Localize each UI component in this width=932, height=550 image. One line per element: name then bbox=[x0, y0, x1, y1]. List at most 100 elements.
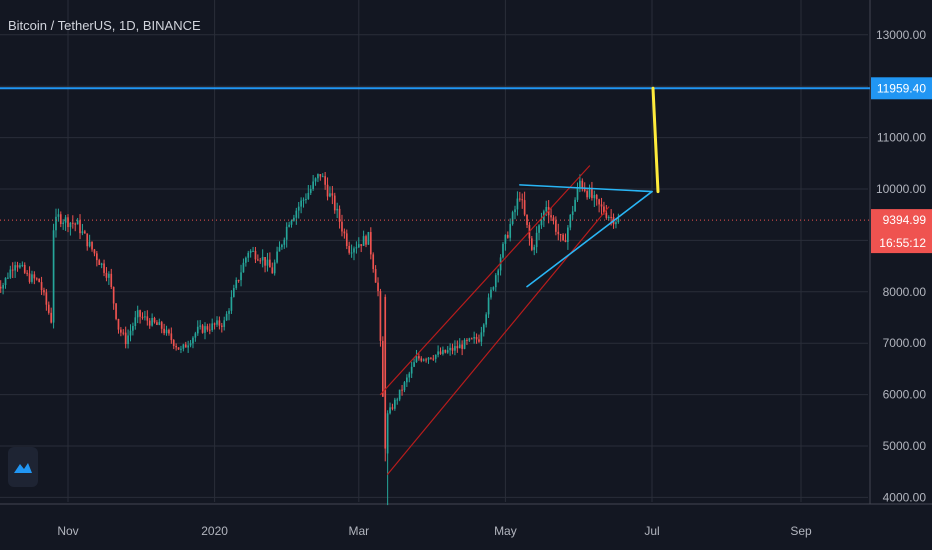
candle-body[interactable] bbox=[71, 222, 74, 224]
candle-body[interactable] bbox=[555, 220, 557, 232]
candle-body[interactable] bbox=[182, 344, 185, 349]
candle-body[interactable] bbox=[317, 174, 319, 179]
candle-body[interactable] bbox=[156, 322, 158, 325]
candle-body[interactable] bbox=[521, 199, 524, 201]
candle-body[interactable] bbox=[0, 286, 2, 289]
candle-body[interactable] bbox=[172, 340, 175, 346]
candle-body[interactable] bbox=[57, 214, 60, 217]
candle-body[interactable] bbox=[276, 251, 278, 263]
candle-body[interactable] bbox=[365, 236, 367, 245]
candle-body[interactable] bbox=[403, 382, 406, 391]
candle-body[interactable] bbox=[2, 285, 4, 289]
candle-body[interactable] bbox=[43, 290, 45, 293]
triangle-line[interactable] bbox=[519, 184, 653, 193]
candle-body[interactable] bbox=[348, 245, 351, 253]
candle-body[interactable] bbox=[127, 335, 129, 345]
candle-body[interactable] bbox=[581, 180, 584, 189]
candle-body[interactable] bbox=[55, 216, 57, 231]
candle-body[interactable] bbox=[309, 189, 312, 193]
candle-body[interactable] bbox=[518, 198, 521, 200]
candle-body[interactable] bbox=[158, 322, 161, 325]
candle-body[interactable] bbox=[516, 198, 519, 210]
candle-body[interactable] bbox=[83, 231, 86, 234]
candle-body[interactable] bbox=[105, 272, 108, 278]
candle-body[interactable] bbox=[189, 343, 192, 346]
candle-body[interactable] bbox=[381, 340, 384, 397]
candle-body[interactable] bbox=[69, 222, 72, 228]
candle-body[interactable] bbox=[372, 254, 375, 269]
trend-line[interactable] bbox=[379, 165, 591, 396]
candle-body[interactable] bbox=[466, 339, 468, 341]
candle-body[interactable] bbox=[144, 316, 146, 318]
candle-body[interactable] bbox=[184, 344, 187, 348]
candle-body[interactable] bbox=[9, 269, 12, 278]
candle-body[interactable] bbox=[497, 270, 500, 276]
candle-body[interactable] bbox=[449, 347, 451, 351]
candle-body[interactable] bbox=[326, 184, 329, 197]
candle-body[interactable] bbox=[523, 200, 526, 215]
candle-body[interactable] bbox=[271, 267, 274, 274]
candle-body[interactable] bbox=[427, 357, 430, 360]
candle-body[interactable] bbox=[598, 199, 600, 205]
candle-body[interactable] bbox=[394, 399, 396, 409]
candle-body[interactable] bbox=[331, 193, 334, 196]
candle-body[interactable] bbox=[314, 178, 317, 182]
candle-body[interactable] bbox=[538, 225, 540, 233]
candle-body[interactable] bbox=[62, 222, 65, 225]
candle-body[interactable] bbox=[478, 339, 480, 342]
candle-body[interactable] bbox=[362, 236, 365, 246]
candle-body[interactable] bbox=[300, 200, 302, 207]
candle-body[interactable] bbox=[559, 234, 562, 236]
candle-body[interactable] bbox=[23, 264, 26, 273]
candle-body[interactable] bbox=[21, 264, 24, 266]
candle-body[interactable] bbox=[413, 362, 415, 367]
candle-body[interactable] bbox=[134, 317, 137, 327]
candle-body[interactable] bbox=[252, 250, 254, 252]
candle-body[interactable] bbox=[228, 310, 230, 314]
candle-body[interactable] bbox=[108, 273, 110, 278]
candle-body[interactable] bbox=[230, 296, 233, 311]
candle-body[interactable] bbox=[79, 220, 81, 234]
candle-body[interactable] bbox=[319, 174, 322, 177]
triangle-line[interactable] bbox=[526, 190, 653, 288]
candle-body[interactable] bbox=[432, 358, 435, 360]
candle-body[interactable] bbox=[591, 188, 593, 199]
candle-body[interactable] bbox=[321, 176, 324, 178]
candle-body[interactable] bbox=[223, 320, 226, 327]
candle-body[interactable] bbox=[95, 253, 98, 261]
candle-body[interactable] bbox=[136, 310, 139, 318]
candle-body[interactable] bbox=[473, 336, 475, 339]
candle-body[interactable] bbox=[76, 220, 79, 225]
candle-body[interactable] bbox=[312, 181, 314, 190]
candle-body[interactable] bbox=[617, 218, 620, 223]
candle-body[interactable] bbox=[139, 310, 141, 317]
candle-body[interactable] bbox=[557, 231, 560, 235]
candle-body[interactable] bbox=[26, 272, 28, 274]
candle-body[interactable] bbox=[31, 274, 33, 282]
candle-body[interactable] bbox=[4, 277, 7, 286]
candle-body[interactable] bbox=[225, 313, 228, 321]
candle-body[interactable] bbox=[206, 326, 209, 330]
candle-body[interactable] bbox=[552, 217, 555, 221]
candle-body[interactable] bbox=[480, 332, 483, 342]
candle-body[interactable] bbox=[586, 191, 588, 198]
candle-body[interactable] bbox=[283, 239, 286, 245]
candle-body[interactable] bbox=[245, 257, 247, 263]
candle-body[interactable] bbox=[112, 286, 115, 304]
candle-body[interactable] bbox=[487, 297, 490, 315]
candle-body[interactable] bbox=[567, 227, 569, 243]
candle-body[interactable] bbox=[379, 291, 382, 341]
candle-body[interactable] bbox=[374, 268, 377, 283]
candle-body[interactable] bbox=[545, 207, 548, 212]
candle-body[interactable] bbox=[74, 223, 77, 225]
candle-body[interactable] bbox=[290, 220, 293, 225]
candle-body[interactable] bbox=[86, 233, 89, 247]
candle-body[interactable] bbox=[504, 234, 507, 244]
candle-body[interactable] bbox=[259, 260, 262, 262]
candle-body[interactable] bbox=[603, 206, 605, 213]
candle-body[interactable] bbox=[11, 269, 14, 271]
candle-body[interactable] bbox=[389, 407, 391, 414]
candle-body[interactable] bbox=[160, 322, 163, 329]
